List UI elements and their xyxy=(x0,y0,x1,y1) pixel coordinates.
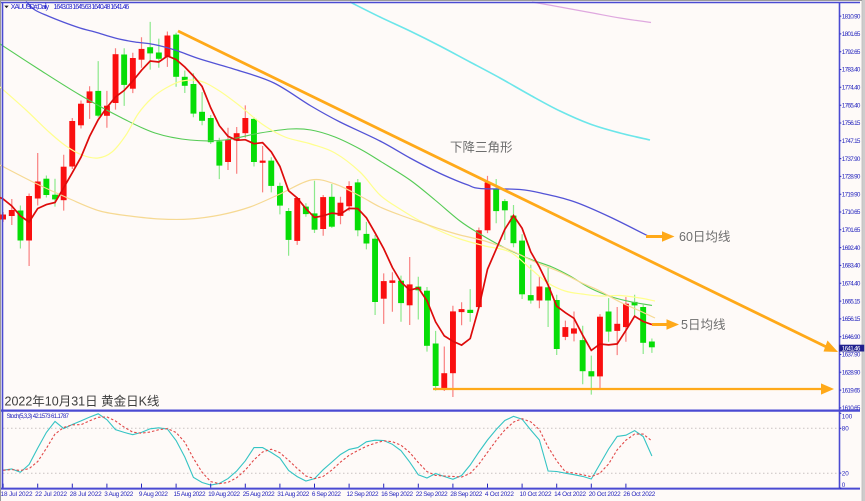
svg-text:80: 80 xyxy=(842,426,850,433)
svg-text:1641.46: 1641.46 xyxy=(842,345,861,352)
svg-text:14 Oct 2022: 14 Oct 2022 xyxy=(554,491,586,498)
svg-text:1810.90: 1810.90 xyxy=(842,13,861,20)
svg-text:1728.90: 1728.90 xyxy=(842,174,861,181)
svg-text:Stoch(5,3,3) 42.1573 61.1787: Stoch(5,3,3) 42.1573 61.1787 xyxy=(7,414,70,420)
svg-text:XAUUSD#,Daily: XAUUSD#,Daily xyxy=(11,4,50,11)
svg-text:4 Oct 2022: 4 Oct 2022 xyxy=(485,491,514,498)
svg-text:28 Jul 2022: 28 Jul 2022 xyxy=(70,491,102,498)
svg-text:18 Jul 2022: 18 Jul 2022 xyxy=(1,491,33,498)
svg-text:19 Aug 2022: 19 Aug 2022 xyxy=(208,491,240,498)
svg-text:0: 0 xyxy=(842,482,846,489)
svg-text:2022年10月31日 黄金日K线: 2022年10月31日 黄金日K线 xyxy=(5,394,160,409)
svg-text:26 Oct 2022: 26 Oct 2022 xyxy=(623,491,655,498)
svg-text:1628.90: 1628.90 xyxy=(842,370,861,377)
svg-text:22 Jul 2022: 22 Jul 2022 xyxy=(35,491,67,498)
svg-text:25 Aug 2022: 25 Aug 2022 xyxy=(243,491,275,498)
svg-text:1656.15: 1656.15 xyxy=(842,316,861,323)
svg-text:20: 20 xyxy=(842,471,850,478)
svg-text:9 Aug 2022: 9 Aug 2022 xyxy=(139,491,168,498)
svg-text:1610.65: 1610.65 xyxy=(842,405,861,412)
svg-text:1783.40: 1783.40 xyxy=(842,67,861,74)
svg-text:22 Sep 2022: 22 Sep 2022 xyxy=(416,491,448,498)
svg-text:31 Aug 2022: 31 Aug 2022 xyxy=(277,491,309,498)
svg-text:1683.40: 1683.40 xyxy=(842,263,861,270)
svg-text:1646.90: 1646.90 xyxy=(842,334,861,341)
svg-text:1792.65: 1792.65 xyxy=(842,49,861,56)
svg-text:3 Aug 2022: 3 Aug 2022 xyxy=(104,491,133,498)
svg-text:1737.90: 1737.90 xyxy=(842,156,861,163)
svg-text:1801.65: 1801.65 xyxy=(842,31,861,38)
svg-text:1674.40: 1674.40 xyxy=(842,280,861,287)
svg-text:16 Sep 2022: 16 Sep 2022 xyxy=(381,491,413,498)
svg-text:1665.15: 1665.15 xyxy=(842,298,861,305)
svg-text:100: 100 xyxy=(842,413,853,420)
svg-text:60日均线: 60日均线 xyxy=(679,230,731,244)
svg-text:28 Sep 2022: 28 Sep 2022 xyxy=(450,491,482,498)
svg-text:1774.40: 1774.40 xyxy=(842,85,861,92)
svg-text:20 Oct 2022: 20 Oct 2022 xyxy=(589,491,621,498)
svg-text:6 Sep 2022: 6 Sep 2022 xyxy=(312,491,341,498)
svg-text:1619.65: 1619.65 xyxy=(842,387,861,394)
svg-text:5日均线: 5日均线 xyxy=(681,318,726,332)
svg-text:12 Sep 2022: 12 Sep 2022 xyxy=(347,491,379,498)
svg-text:下降三角形: 下降三角形 xyxy=(450,141,513,155)
svg-text:1710.65: 1710.65 xyxy=(842,209,861,216)
svg-text:1719.90: 1719.90 xyxy=(842,191,861,198)
svg-text:1637.90: 1637.90 xyxy=(842,352,861,359)
svg-text:15 Aug 2022: 15 Aug 2022 xyxy=(174,491,206,498)
svg-text:10 Oct 2022: 10 Oct 2022 xyxy=(520,491,552,498)
svg-text:1747.15: 1747.15 xyxy=(842,138,861,145)
svg-text:1701.65: 1701.65 xyxy=(842,227,861,234)
svg-text:1765.40: 1765.40 xyxy=(842,102,861,109)
svg-text:1692.40: 1692.40 xyxy=(842,245,861,252)
svg-text:1756.15: 1756.15 xyxy=(842,120,861,127)
svg-text:1643.03 1645.63 1640.48 1641.4: 1643.03 1645.63 1640.48 1641.46 xyxy=(54,4,130,11)
